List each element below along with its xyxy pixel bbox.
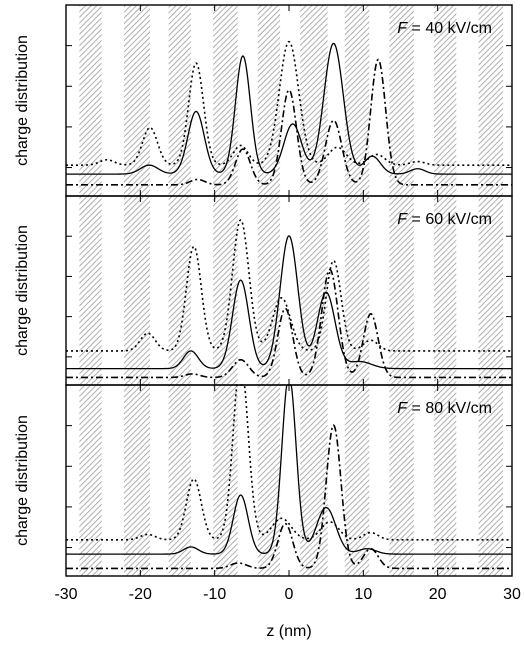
y-axis-label: charge distribution	[14, 35, 31, 166]
barrier-band	[168, 5, 191, 196]
barrier-band	[257, 385, 281, 576]
barrier-band	[478, 5, 504, 196]
barrier-band	[213, 385, 238, 576]
field-label: F = 40 kV/cm	[397, 20, 492, 37]
curve-solid	[66, 42, 512, 175]
x-tick-label: -10	[203, 586, 226, 603]
barrier-band	[344, 196, 370, 385]
barrier-band	[213, 5, 238, 196]
barrier-band	[257, 5, 281, 196]
curve-dashdot	[66, 58, 512, 186]
curve-dashdot	[66, 424, 512, 570]
barrier-band	[123, 385, 150, 576]
x-axis-label: z (nm)	[266, 623, 311, 640]
barrier-band	[213, 196, 238, 385]
barrier-band	[79, 196, 102, 385]
text-labels: F = 40 kV/cm charge distribution F = 60 kV…	[14, 20, 521, 640]
y-axis-label: charge distribution	[14, 225, 31, 356]
y-axis-label: charge distribution	[14, 415, 31, 546]
barrier-band	[79, 385, 102, 576]
data-curves	[66, 40, 512, 570]
curve-solid	[66, 235, 512, 370]
barrier-band	[300, 196, 328, 385]
field-label: F = 80 kV/cm	[397, 400, 492, 417]
barrier-band	[168, 385, 191, 576]
barrier-band	[478, 385, 504, 576]
barrier-band	[433, 385, 457, 576]
field-label: F = 60 kV/cm	[397, 211, 492, 228]
x-tick-label: 0	[285, 586, 294, 603]
barrier-band	[123, 5, 150, 196]
barrier-band	[433, 196, 457, 385]
x-tick-label: -30	[54, 586, 77, 603]
x-tick-label: 20	[429, 586, 447, 603]
curve-dotted	[66, 384, 512, 541]
x-tick-label: 10	[354, 586, 372, 603]
barrier-band	[168, 196, 191, 385]
barrier-band	[123, 196, 150, 385]
axes-frames	[65, 4, 513, 577]
barrier-band	[389, 385, 414, 576]
barrier-band	[478, 196, 504, 385]
x-tick-label: -20	[129, 586, 152, 603]
barrier-band	[79, 5, 102, 196]
curve-dotted	[66, 40, 512, 166]
barrier-band	[344, 5, 370, 196]
barrier-band	[300, 385, 328, 576]
barrier-band	[344, 385, 370, 576]
barrier-band	[257, 196, 281, 385]
barrier-band	[389, 196, 414, 385]
barrier-bands	[79, 5, 504, 576]
x-tick-label: 30	[503, 586, 521, 603]
barrier-band	[433, 5, 457, 196]
